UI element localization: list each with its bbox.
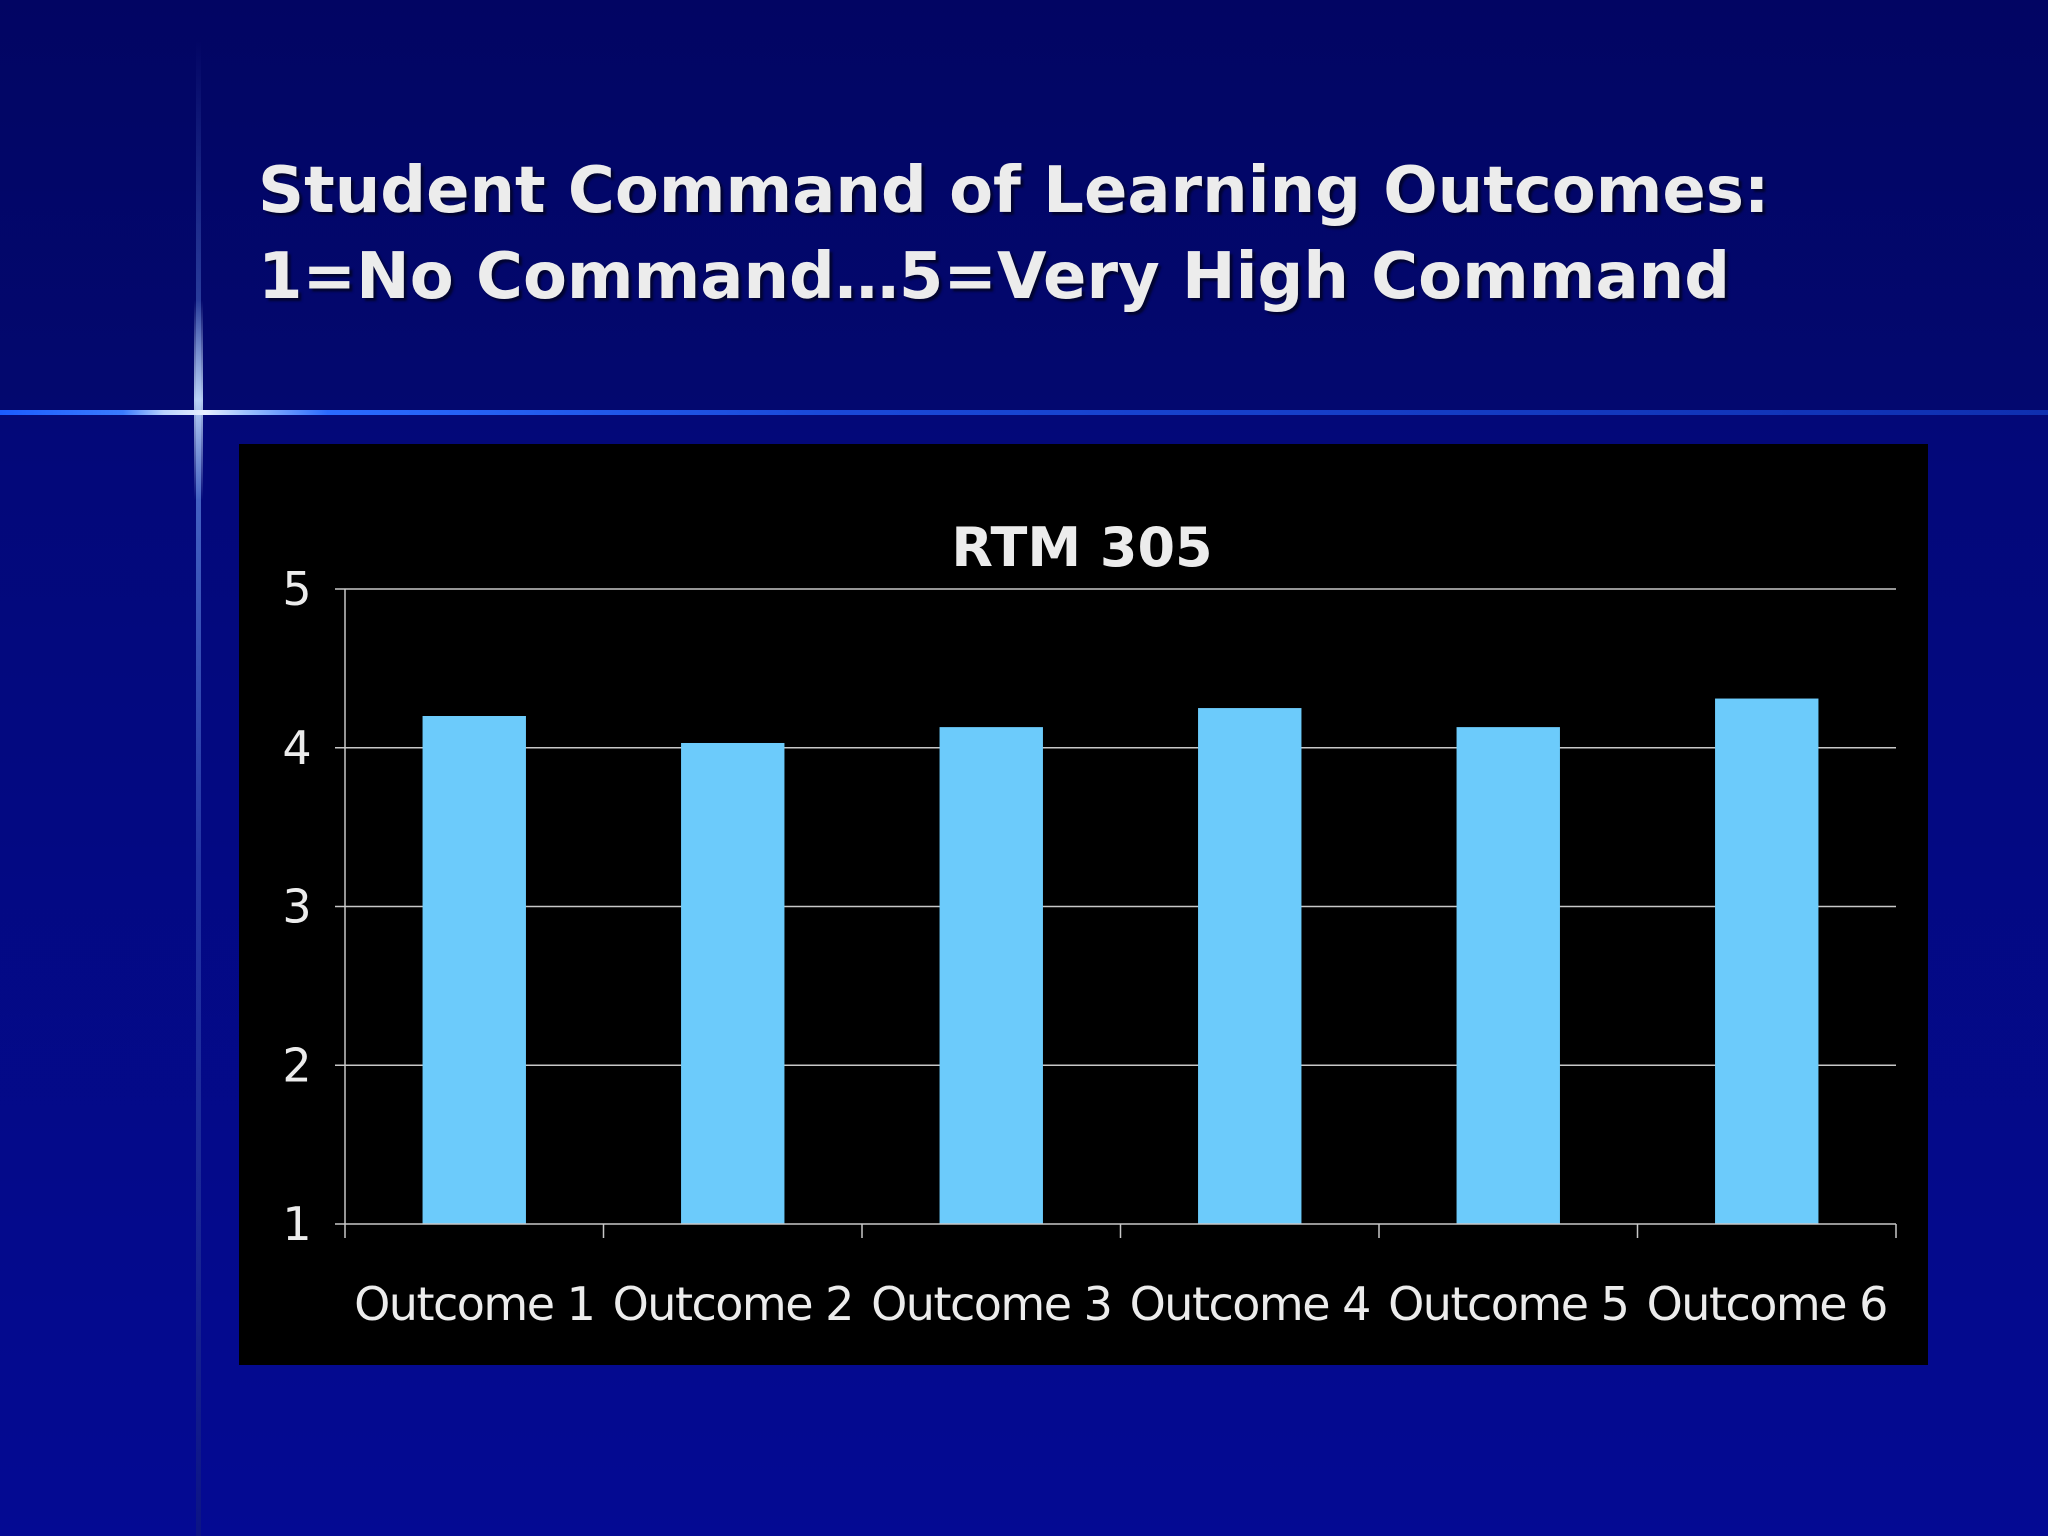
x-tick-labels: Outcome 1 Outcome 2 Outcome 3 Outcome 4 Outc… <box>354 1277 1888 1331</box>
x-tick-label: Outcome 4 <box>1130 1277 1370 1331</box>
y-tick-label: 3 <box>282 880 311 934</box>
decorative-horizontal-line <box>0 410 2048 415</box>
y-tick-label: 2 <box>282 1038 311 1092</box>
bar-6 <box>1715 698 1819 1224</box>
bar-2 <box>681 742 785 1224</box>
y-tick-label: 1 <box>282 1197 311 1251</box>
bar-1 <box>422 716 526 1224</box>
gridlines <box>345 588 1896 1066</box>
slide-header-band <box>0 0 2048 410</box>
bar-4 <box>1198 708 1302 1224</box>
y-tick-label: 4 <box>282 721 311 775</box>
x-tick-label: Outcome 2 <box>613 1277 853 1331</box>
bar-3 <box>939 727 1043 1224</box>
chart-title: RTM 305 <box>951 516 1212 579</box>
decorative-vertical-line <box>196 40 201 1536</box>
x-tick-label: Outcome 5 <box>1388 1277 1628 1331</box>
decorative-line-glow <box>194 300 203 500</box>
bar-5 <box>1456 727 1560 1224</box>
slide-title-line-1: Student Command of Learning Outcomes: <box>258 154 1770 228</box>
bars <box>422 698 1819 1224</box>
y-tick-label: 5 <box>282 562 311 616</box>
y-tick-labels: 1 2 3 4 5 <box>282 562 311 1251</box>
x-tick-label: Outcome 6 <box>1647 1277 1887 1331</box>
axes <box>335 588 1897 1238</box>
slide-title-line-2: 1=No Command…5=Very High Command <box>258 240 1731 314</box>
x-tick-label: Outcome 3 <box>871 1277 1111 1331</box>
slide-title: Student Command of Learning Outcomes: 1=… <box>258 148 1818 320</box>
x-tick-label: Outcome 1 <box>354 1277 594 1331</box>
